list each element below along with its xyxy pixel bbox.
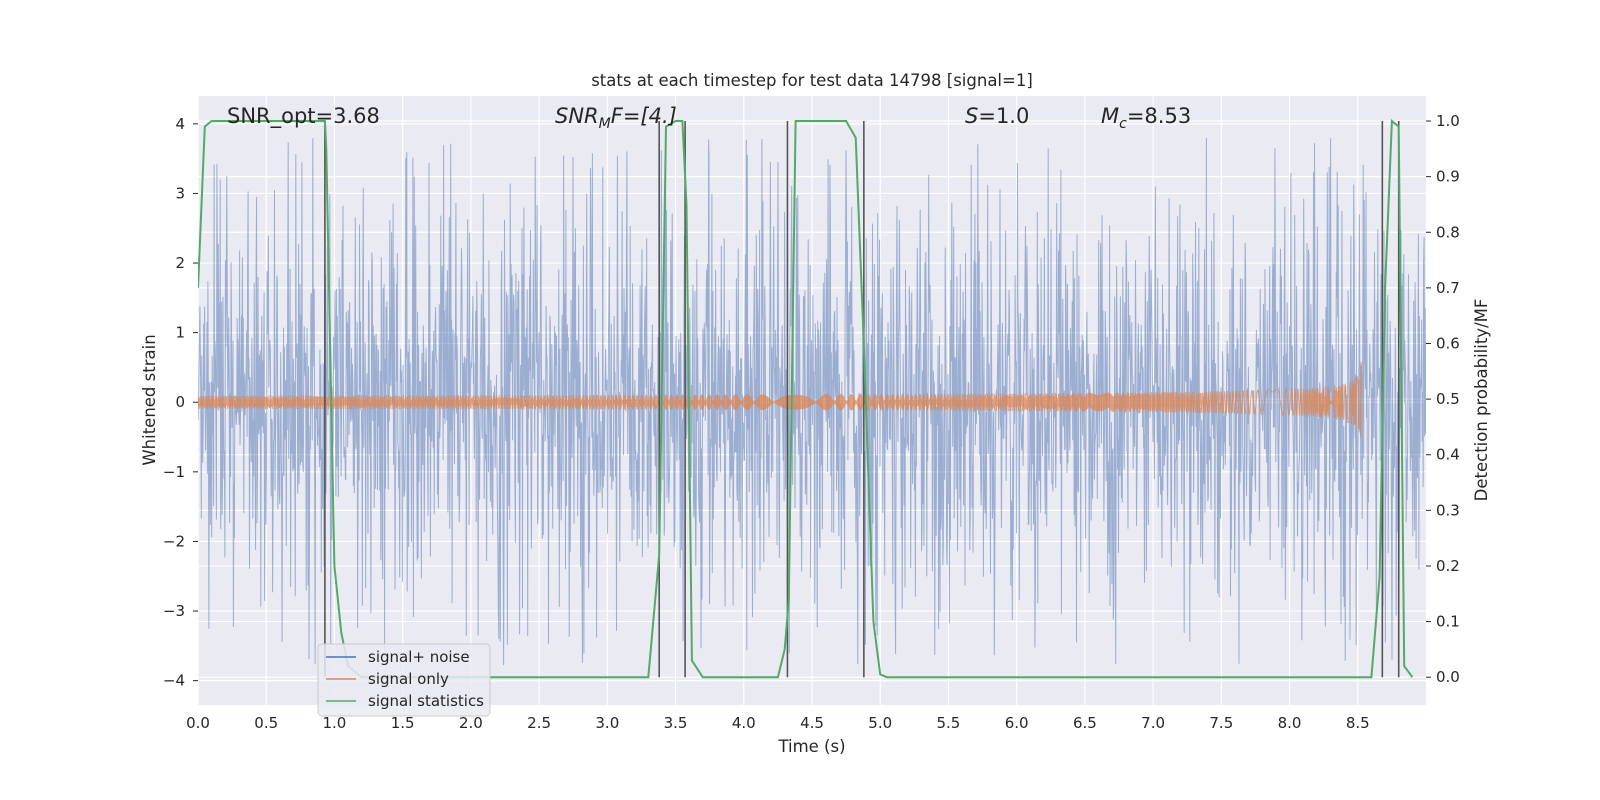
x-tick-label: 3.5 xyxy=(664,714,688,732)
x-axis-label: Time (s) xyxy=(777,737,845,756)
series-signal-statistics xyxy=(198,118,1414,679)
x-tick-label: 5.0 xyxy=(868,714,892,732)
y2-tick-label: 0.7 xyxy=(1436,279,1460,297)
annotation-snr-opt: SNR_opt=3.68 xyxy=(227,104,380,129)
data-layer xyxy=(198,118,1426,679)
y2-tick-label: 0.6 xyxy=(1436,334,1460,352)
x-tick-label: 4.5 xyxy=(800,714,824,732)
y2-tick-label: 0.2 xyxy=(1436,557,1460,575)
annotation-snr-mf: SNRMF=[4.] xyxy=(555,104,677,132)
x-tick-label: 3.0 xyxy=(595,714,619,732)
y-tick-label: 3 xyxy=(175,184,185,202)
x-tick-label: 0.5 xyxy=(254,714,278,732)
y-tick-label: −3 xyxy=(163,602,185,620)
x-tick-label: 4.0 xyxy=(732,714,756,732)
y-tick-label: 1 xyxy=(175,324,185,342)
annotation-mc-base: M xyxy=(1101,104,1119,128)
y2-axis-label: Detection probability/MF xyxy=(1472,299,1491,502)
y-tick-label: 4 xyxy=(175,115,185,133)
y2-tick-label: 0.8 xyxy=(1436,223,1460,241)
x-tick-label: 8.5 xyxy=(1346,714,1370,732)
y2-tick-label: 1.0 xyxy=(1436,112,1460,130)
series-signal-only xyxy=(198,361,1362,437)
x-tick-label: 5.5 xyxy=(937,714,961,732)
x-tick-label: 1.0 xyxy=(323,714,347,732)
y2-tick-label: 0.3 xyxy=(1436,501,1460,519)
y2-tick-label: 0.9 xyxy=(1436,168,1460,186)
x-tick-label: 7.5 xyxy=(1209,714,1233,732)
x-tick-label: 8.0 xyxy=(1278,714,1302,732)
legend-label-signal-only: signal only xyxy=(368,670,449,688)
y-tick-label: −1 xyxy=(163,463,185,481)
y-axis-label: Whitened strain xyxy=(140,334,159,465)
y-tick-label: −2 xyxy=(163,532,185,550)
x-tick-label: 6.5 xyxy=(1073,714,1097,732)
x-tick-label: 2.0 xyxy=(459,714,483,732)
y-tick-label: 0 xyxy=(175,393,185,411)
annotation-snr-mf-base: SNR xyxy=(555,104,599,128)
y-tick-label: 2 xyxy=(175,254,185,272)
annotation-s-italic: S xyxy=(965,104,978,128)
annotation-s-rest: =1.0 xyxy=(978,104,1029,128)
y2-tick-label: 0.5 xyxy=(1436,390,1460,408)
y2-tick-label: 0.1 xyxy=(1436,613,1460,631)
annotation-snr-mf-sub: M xyxy=(599,116,611,132)
x-tick-label: 7.0 xyxy=(1141,714,1165,732)
annotation-snr-mf-rest: F=[4.] xyxy=(611,104,677,128)
legend-label-signal-statistics: signal statistics xyxy=(368,692,484,710)
annotation-s: S=1.0 xyxy=(965,104,1029,128)
chart-title: stats at each timestep for test data 147… xyxy=(591,71,1033,90)
ticks: 0.0 0.5 1.0 1.5 2.0 2.5 3.0 3.5 4.0 4.5 5.0 5.5 6.0 6… xyxy=(163,112,1460,732)
x-tick-label: 1.5 xyxy=(391,714,415,732)
x-tick-label: 0.0 xyxy=(186,714,210,732)
legend-frame xyxy=(317,643,491,717)
x-tick-label: 6.0 xyxy=(1005,714,1029,732)
y2-tick-label: 0.0 xyxy=(1436,668,1460,686)
y2-tick-label: 0.4 xyxy=(1436,446,1460,464)
annotation-mc-rest: =8.53 xyxy=(1127,104,1191,128)
annotation-mc: Mc=8.53 xyxy=(1101,104,1191,132)
legend-label-signal-noise: signal+ noise xyxy=(368,648,470,666)
x-tick-label: 2.5 xyxy=(527,714,551,732)
y-tick-label: −4 xyxy=(163,672,185,690)
annotation-mc-sub: c xyxy=(1119,116,1127,132)
legend: signal+ noise signal only signal statist… xyxy=(317,643,491,717)
